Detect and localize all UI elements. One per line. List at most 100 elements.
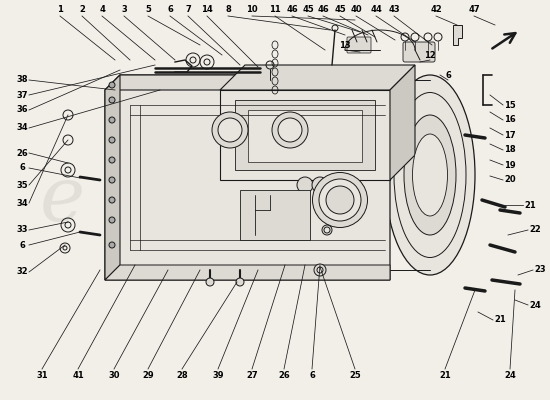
Polygon shape (105, 75, 390, 90)
Text: 14: 14 (201, 6, 213, 14)
Text: 25: 25 (349, 370, 361, 380)
Circle shape (324, 227, 330, 233)
Text: 46: 46 (317, 6, 329, 14)
Circle shape (109, 177, 115, 183)
Text: 5: 5 (145, 6, 151, 14)
Text: 43: 43 (388, 6, 400, 14)
Ellipse shape (412, 134, 448, 216)
Text: 3: 3 (121, 6, 127, 14)
Text: 28: 28 (176, 370, 188, 380)
Polygon shape (390, 65, 415, 180)
Text: 38: 38 (16, 76, 28, 84)
Circle shape (218, 118, 242, 142)
Text: 21: 21 (439, 370, 451, 380)
Circle shape (272, 112, 308, 148)
Text: since: since (195, 212, 268, 238)
Ellipse shape (319, 179, 361, 221)
Circle shape (109, 217, 115, 223)
Circle shape (278, 118, 302, 142)
Polygon shape (248, 110, 362, 162)
Text: 40: 40 (350, 6, 362, 14)
Text: 7: 7 (185, 6, 191, 14)
Polygon shape (105, 75, 390, 280)
Polygon shape (240, 190, 310, 240)
Text: 24: 24 (529, 300, 541, 310)
Text: 35: 35 (16, 180, 28, 190)
Text: 39: 39 (212, 370, 224, 380)
Text: 45: 45 (334, 6, 346, 14)
Circle shape (297, 177, 313, 193)
Polygon shape (105, 75, 120, 280)
Text: 27: 27 (246, 370, 258, 380)
Text: 1985: 1985 (250, 222, 371, 268)
Text: 18: 18 (504, 146, 516, 154)
Text: 26: 26 (278, 370, 290, 380)
Text: 17: 17 (504, 130, 516, 140)
Text: 21: 21 (524, 200, 536, 210)
Circle shape (109, 137, 115, 143)
Circle shape (212, 112, 248, 148)
Ellipse shape (312, 172, 367, 228)
Text: 47: 47 (468, 6, 480, 14)
Text: 34: 34 (16, 124, 28, 132)
Text: 26: 26 (16, 148, 28, 158)
Text: 45: 45 (302, 6, 314, 14)
Circle shape (312, 177, 328, 193)
Circle shape (109, 82, 115, 88)
Text: 42: 42 (430, 6, 442, 14)
Text: 15: 15 (504, 100, 516, 110)
Text: 22: 22 (529, 226, 541, 234)
Polygon shape (235, 100, 375, 170)
Circle shape (109, 97, 115, 103)
Text: 24: 24 (504, 370, 516, 380)
Text: 11: 11 (269, 6, 281, 14)
Text: 6: 6 (19, 240, 25, 250)
Text: 29: 29 (142, 370, 154, 380)
Text: 2: 2 (79, 6, 85, 14)
Circle shape (109, 117, 115, 123)
Text: 6: 6 (167, 6, 173, 14)
Circle shape (236, 278, 244, 286)
Text: 23: 23 (534, 266, 546, 274)
Text: 8: 8 (225, 6, 231, 14)
Text: 16: 16 (504, 116, 516, 124)
Text: 4: 4 (99, 6, 105, 14)
Text: 10: 10 (246, 6, 258, 14)
Text: 30: 30 (108, 370, 120, 380)
Text: 36: 36 (16, 106, 28, 114)
Circle shape (317, 267, 323, 273)
Text: 46: 46 (286, 6, 298, 14)
Text: 6: 6 (445, 70, 451, 80)
Text: 6: 6 (309, 370, 315, 380)
Text: 19: 19 (504, 160, 516, 170)
Text: 13: 13 (339, 40, 351, 50)
FancyBboxPatch shape (347, 37, 371, 53)
Circle shape (206, 278, 214, 286)
Text: 1: 1 (57, 6, 63, 14)
Polygon shape (105, 265, 390, 280)
Polygon shape (220, 90, 390, 180)
Circle shape (109, 242, 115, 248)
Ellipse shape (404, 115, 456, 235)
Polygon shape (220, 65, 415, 90)
Circle shape (322, 225, 332, 235)
Text: 37: 37 (16, 90, 28, 100)
Text: a passion: a passion (160, 239, 266, 261)
FancyBboxPatch shape (403, 42, 435, 62)
Circle shape (314, 264, 326, 276)
Text: 32: 32 (16, 268, 28, 276)
Text: 31: 31 (36, 370, 48, 380)
Text: 12: 12 (424, 50, 436, 60)
Text: 33: 33 (16, 226, 28, 234)
Text: 21: 21 (494, 316, 506, 324)
Text: 44: 44 (370, 6, 382, 14)
Text: e: e (40, 163, 85, 237)
Text: 20: 20 (504, 176, 516, 184)
Circle shape (109, 157, 115, 163)
Text: 6: 6 (19, 164, 25, 172)
Ellipse shape (326, 186, 354, 214)
Text: 34: 34 (16, 198, 28, 208)
Circle shape (109, 197, 115, 203)
Polygon shape (453, 25, 462, 45)
Text: 41: 41 (72, 370, 84, 380)
